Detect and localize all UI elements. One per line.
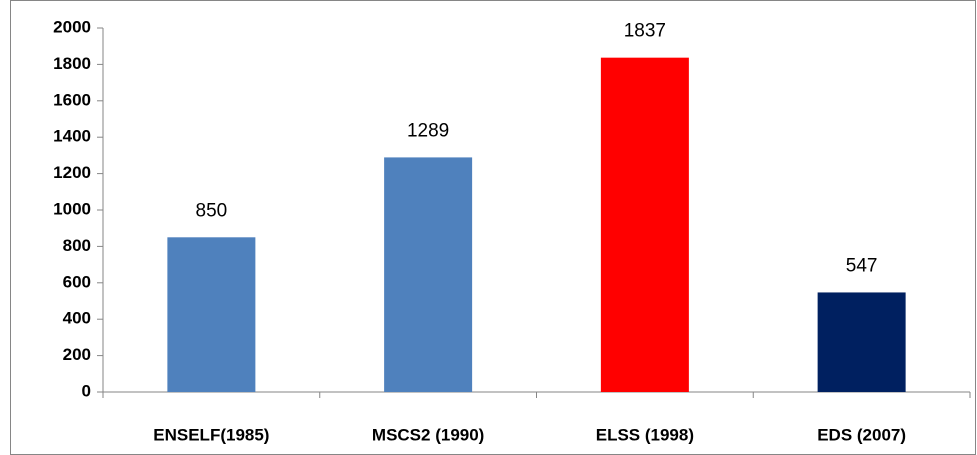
x-tick-label: EDS (2007) xyxy=(817,425,906,444)
bar xyxy=(167,237,256,392)
x-tick-label: MSCS2 (1990) xyxy=(372,425,484,444)
bar xyxy=(817,292,906,392)
y-tick-label: 1000 xyxy=(53,199,91,218)
y-tick-label: 1200 xyxy=(53,163,91,182)
x-tick-label: ELSS (1998) xyxy=(596,425,694,444)
y-tick-label: 600 xyxy=(63,272,91,291)
bar xyxy=(384,157,473,392)
y-tick-label: 200 xyxy=(63,345,91,364)
y-tick-label: 1800 xyxy=(53,54,91,73)
bar xyxy=(600,57,689,392)
value-label: 1837 xyxy=(624,21,666,42)
x-tick-label: ENSELF(1985) xyxy=(153,425,269,444)
y-tick-label: 400 xyxy=(63,309,91,328)
y-tick-label: 800 xyxy=(63,236,91,255)
y-tick-label: 2000 xyxy=(53,17,91,36)
y-tick-label: 0 xyxy=(82,381,91,400)
value-label: 1289 xyxy=(407,120,449,141)
value-label: 850 xyxy=(196,200,228,221)
y-tick-label: 1600 xyxy=(53,90,91,109)
y-tick-label: 1400 xyxy=(53,127,91,146)
value-label: 547 xyxy=(846,255,878,276)
